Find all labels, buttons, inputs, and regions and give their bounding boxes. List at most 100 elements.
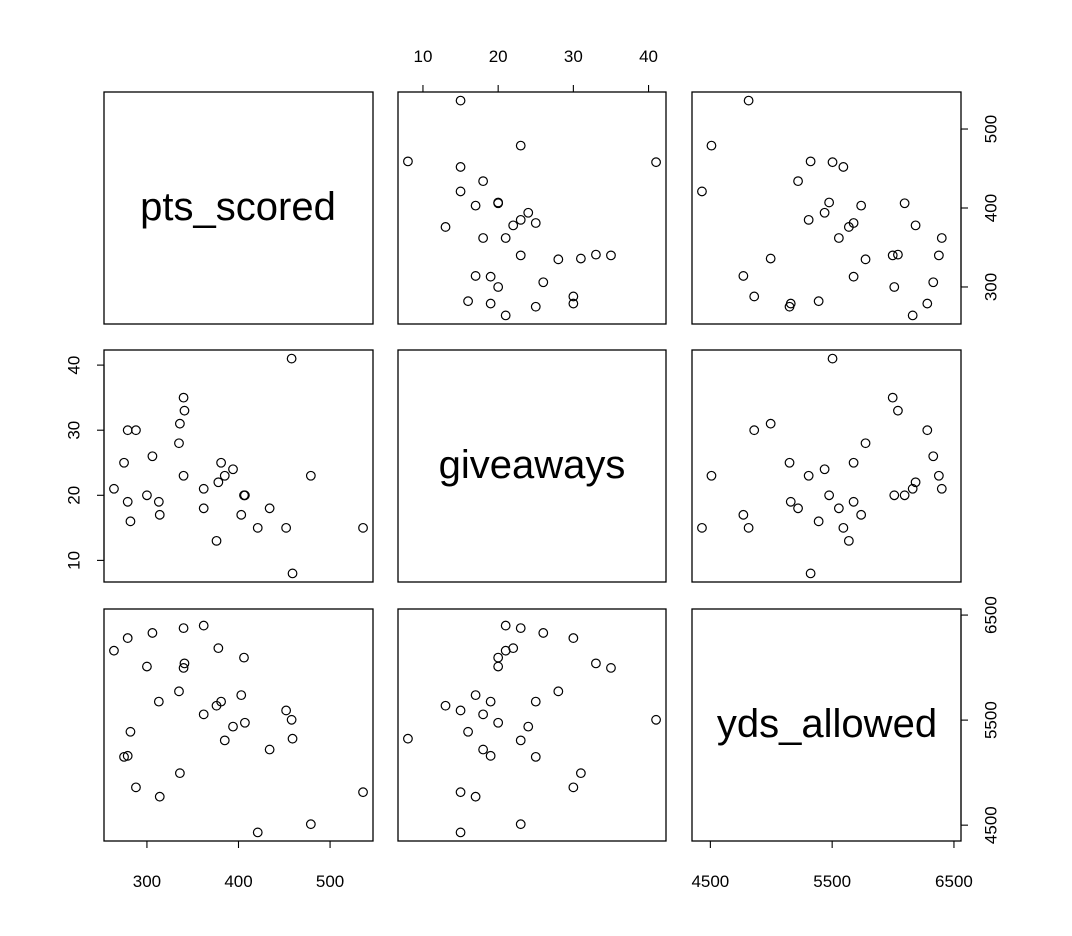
data-point <box>478 233 489 243</box>
data-point <box>515 623 526 633</box>
data-point <box>907 310 918 321</box>
data-point <box>833 503 844 514</box>
data-point <box>500 645 511 656</box>
data-point <box>455 705 466 716</box>
data-point <box>907 483 918 494</box>
data-point <box>478 176 489 187</box>
diagonal-label-giveaways: giveaways <box>439 443 626 487</box>
data-point <box>856 200 867 211</box>
data-point <box>848 457 859 468</box>
data-point <box>928 277 939 288</box>
data-point <box>515 250 526 261</box>
data-point <box>286 714 297 725</box>
data-point <box>178 470 189 481</box>
data-point <box>765 253 776 264</box>
data-point <box>500 310 511 321</box>
data-point <box>142 661 152 672</box>
data-point <box>936 233 947 243</box>
data-point <box>765 418 776 429</box>
data-point <box>819 207 830 218</box>
data-point <box>508 220 519 231</box>
data-point <box>455 162 466 172</box>
data-point <box>358 522 368 533</box>
data-point <box>109 645 119 656</box>
data-point <box>236 690 247 701</box>
data-point <box>463 296 473 307</box>
data-point <box>893 249 903 260</box>
data-point <box>591 658 601 669</box>
data-point <box>530 218 541 228</box>
axis-tick-label: 400 <box>224 872 252 891</box>
data-point <box>198 483 209 494</box>
data-point <box>553 686 564 697</box>
axis-tick-label: 4500 <box>691 872 729 891</box>
data-point <box>530 751 541 762</box>
data-point <box>591 249 601 260</box>
panel-frame <box>691 91 962 325</box>
data-point <box>743 522 754 533</box>
data-point <box>824 490 835 501</box>
data-point <box>910 477 921 488</box>
data-point <box>287 568 298 579</box>
axis-tick-label: 300 <box>133 872 161 891</box>
axis-tick-label: 20 <box>65 486 84 505</box>
data-point <box>305 819 316 830</box>
data-point <box>174 438 184 449</box>
data-point <box>252 827 263 838</box>
data-point <box>147 451 158 462</box>
data-point <box>455 787 466 798</box>
data-point <box>606 250 616 261</box>
axis-tick-label: 10 <box>414 47 433 66</box>
data-point <box>500 620 511 631</box>
data-point <box>784 301 795 312</box>
axes-layer: 300 400 500 4500 5500 6500 10 20 30 40 10 20 30 40 300… <box>65 47 1001 891</box>
data-point <box>860 438 871 449</box>
data-point <box>805 156 816 167</box>
data-point <box>287 733 298 744</box>
data-point <box>856 509 867 520</box>
data-point <box>131 425 141 436</box>
points-layer <box>109 95 947 838</box>
data-point <box>803 470 814 481</box>
data-point <box>493 717 504 728</box>
data-point <box>523 721 534 732</box>
data-point <box>936 483 947 494</box>
data-point <box>833 233 844 243</box>
data-point <box>793 503 803 514</box>
axis-tick-label: 20 <box>489 47 508 66</box>
data-point <box>485 271 496 282</box>
data-point <box>568 291 579 302</box>
data-point <box>500 233 511 243</box>
data-point <box>651 714 661 725</box>
data-point <box>178 392 189 403</box>
data-point <box>743 95 754 106</box>
data-point <box>470 200 481 211</box>
data-point <box>515 140 526 151</box>
axis-tick-label: 5500 <box>982 701 1001 739</box>
data-point <box>239 652 249 663</box>
data-point <box>515 214 526 225</box>
data-point <box>174 686 184 697</box>
data-point <box>463 726 473 737</box>
data-point <box>125 726 136 737</box>
data-point <box>738 509 749 520</box>
data-point <box>824 197 835 208</box>
data-point <box>216 457 227 468</box>
data-point <box>219 470 230 481</box>
data-point <box>174 768 185 779</box>
data-point <box>281 522 292 533</box>
panel-frame <box>103 608 374 842</box>
axis-tick-label: 30 <box>65 421 84 440</box>
data-point <box>538 277 549 288</box>
data-point <box>403 733 413 744</box>
data-point <box>827 353 838 364</box>
data-point <box>198 503 209 514</box>
data-point <box>922 425 933 436</box>
data-point <box>697 522 707 533</box>
data-point <box>813 516 824 527</box>
data-point <box>749 291 760 302</box>
data-point <box>131 782 141 793</box>
data-point <box>493 282 504 292</box>
panel-frame <box>397 349 667 583</box>
axis-tick-label: 4500 <box>982 806 1001 844</box>
